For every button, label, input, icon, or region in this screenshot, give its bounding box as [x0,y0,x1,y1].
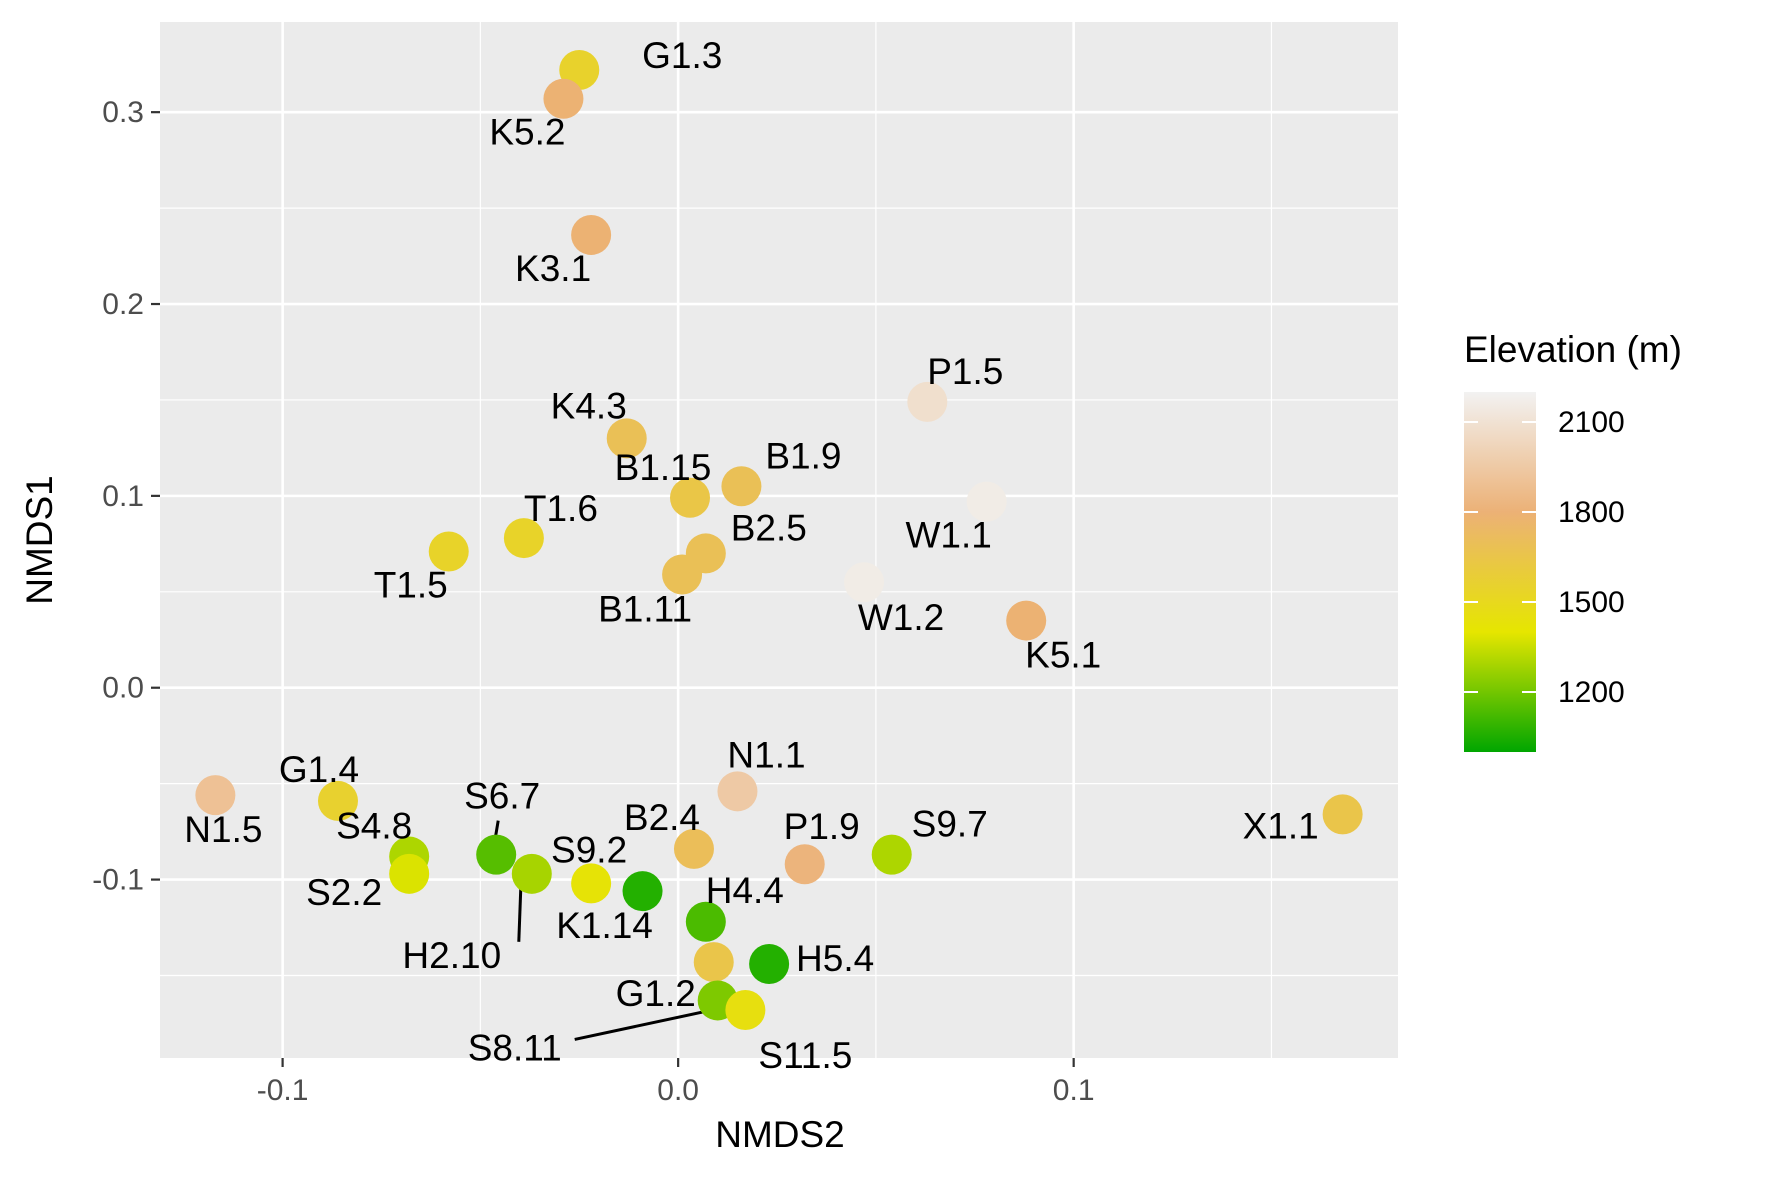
data-point [844,562,885,603]
y-tick-label: 0.0 [102,672,144,705]
point-label: H4.4 [706,870,784,911]
x-axis-title: NMDS2 [715,1114,845,1155]
data-point [476,834,517,875]
x-axis-tick-labels: -0.1 0.0 0.1 [257,1074,1095,1107]
y-axis-title: NMDS1 [19,475,60,605]
point-label: P1.9 [784,806,860,847]
point-label: S2.2 [306,872,382,913]
point-label: K3.1 [515,248,591,289]
data-point [685,901,726,942]
point-label: K4.3 [551,385,627,426]
legend-break-label: 1200 [1558,676,1625,709]
x-tick-label: 0.0 [657,1074,699,1107]
data-point [1322,794,1363,835]
point-label: N1.1 [727,734,805,775]
panel-background [160,22,1398,1058]
leader-line [517,887,523,942]
data-points [195,49,1363,1031]
major-gridlines [160,22,1398,1058]
legend-colorbar [1464,392,1536,752]
point-label: S9.7 [912,804,988,845]
axis-ticks [151,111,1075,1067]
data-point [784,844,825,885]
point-label: S8.11 [468,1027,562,1068]
point-label: B1.11 [598,589,692,630]
point-label: P1.5 [927,351,1003,392]
data-point [571,214,612,255]
data-point [673,828,714,869]
legend-break-label: 2100 [1558,406,1625,439]
x-tick-label: -0.1 [257,1074,309,1107]
data-point [966,481,1007,522]
data-point [503,518,544,559]
point-label: B1.15 [615,447,712,488]
point-label: W1.1 [905,515,991,556]
data-point [693,942,734,983]
point-label: G1.3 [642,35,722,76]
point-label: G1.2 [616,973,696,1014]
point-label: S6.7 [464,776,540,817]
point-label: K5.1 [1025,635,1101,676]
data-point [725,990,766,1031]
point-label: B1.9 [765,435,841,476]
legend-break-label: 1800 [1558,496,1625,529]
data-point [721,466,762,507]
legend-ticks [1464,421,1536,693]
data-point [907,381,948,422]
point-label: H2.10 [402,935,501,976]
point-label: S4.8 [336,806,412,847]
y-tick-label: -0.1 [92,864,144,897]
data-point [749,943,790,984]
legend-labels: 1200 1500 1800 2100 [1558,406,1625,709]
data-point [871,834,912,875]
data-point [543,78,584,119]
point-label: S11.5 [758,1035,852,1076]
data-point [662,554,703,595]
point-label: K1.14 [556,905,653,946]
point-label: T1.5 [374,565,448,606]
data-point [511,853,552,894]
y-axis-tick-labels: -0.1 0.0 0.1 0.2 0.3 [92,96,144,896]
point-label: G1.4 [279,749,359,790]
data-point [622,871,663,912]
y-tick-label: 0.1 [102,480,144,513]
data-point [1006,600,1047,641]
data-point [670,477,711,518]
data-point [317,780,358,821]
point-label: B2.4 [624,797,700,838]
data-point [389,853,430,894]
data-point [195,775,236,816]
point-label: B2.5 [731,507,807,548]
point-label: T1.6 [524,488,598,529]
point-labels: G1.3 K5.2 K3.1 P1.5 K4.3 B1.15 B1.9 W1.1 T1.6 T1.… [184,35,1318,1076]
point-label: S9.2 [551,829,627,870]
data-point [571,863,612,904]
point-label: H5.4 [796,938,874,979]
y-tick-label: 0.3 [102,96,144,129]
y-tick-label: 0.2 [102,288,144,321]
data-point [428,531,469,572]
point-label: N1.5 [184,809,262,850]
legend-break-label: 1500 [1558,586,1625,619]
x-tick-label: 0.1 [1053,1074,1095,1107]
data-point [606,418,647,459]
minor-gridlines [160,22,1398,1058]
data-point [717,771,758,812]
point-label: W1.2 [858,597,944,638]
legend-title: Elevation (m) [1464,329,1682,370]
color-legend: Elevation (m) 1200 1500 1800 2100 [1464,329,1682,752]
leader-line [574,1007,716,1041]
point-label: X1.1 [1243,805,1319,846]
point-label: K5.2 [489,112,565,153]
